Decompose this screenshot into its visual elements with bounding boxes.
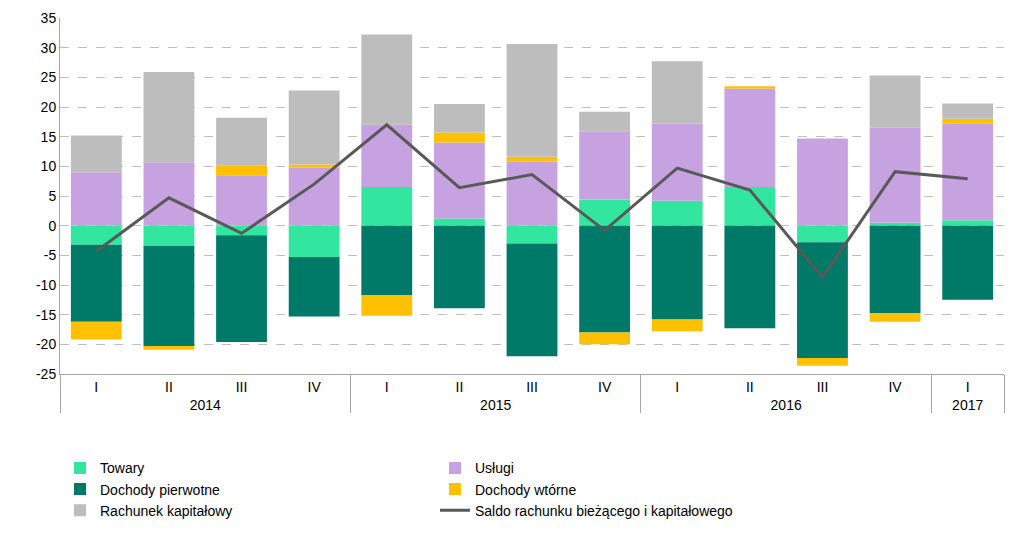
svg-text:II: II (455, 379, 463, 395)
svg-text:-20: -20 (36, 336, 56, 352)
svg-text:35: 35 (41, 10, 57, 26)
svg-text:II: II (165, 379, 173, 395)
svg-text:-10: -10 (36, 277, 56, 293)
svg-text:10: 10 (41, 158, 57, 174)
svg-text:-5: -5 (44, 247, 57, 263)
svg-text:-25: -25 (36, 366, 56, 382)
svg-text:IV: IV (598, 379, 612, 395)
svg-text:I: I (94, 379, 98, 395)
svg-text:25: 25 (41, 69, 57, 85)
svg-text:15: 15 (41, 129, 57, 145)
svg-text:Rachunek kapitałowy: Rachunek kapitałowy (100, 503, 232, 519)
svg-text:5: 5 (48, 188, 56, 204)
svg-text:20: 20 (41, 99, 57, 115)
svg-text:-15: -15 (36, 307, 56, 323)
svg-text:30: 30 (41, 40, 57, 56)
svg-text:Towary: Towary (100, 460, 144, 476)
svg-text:Dochody pierwotne: Dochody pierwotne (100, 482, 220, 498)
svg-text:IV: IV (888, 379, 902, 395)
svg-text:I: I (675, 379, 679, 395)
svg-text:Saldo rachunku bieżącego i kap: Saldo rachunku bieżącego i kapitałowego (475, 503, 733, 519)
svg-text:III: III (236, 379, 248, 395)
svg-text:IV: IV (308, 379, 322, 395)
svg-text:Dochody wtórne: Dochody wtórne (475, 482, 576, 498)
svg-text:II: II (746, 379, 754, 395)
svg-text:2014: 2014 (190, 397, 221, 413)
svg-text:I: I (966, 379, 970, 395)
svg-text:2015: 2015 (480, 397, 511, 413)
svg-text:III: III (817, 379, 829, 395)
svg-text:0: 0 (48, 218, 56, 234)
svg-text:Usługi: Usługi (475, 460, 514, 476)
svg-text:I: I (385, 379, 389, 395)
svg-text:2016: 2016 (771, 397, 802, 413)
svg-text:III: III (526, 379, 538, 395)
svg-text:2017: 2017 (952, 397, 983, 413)
